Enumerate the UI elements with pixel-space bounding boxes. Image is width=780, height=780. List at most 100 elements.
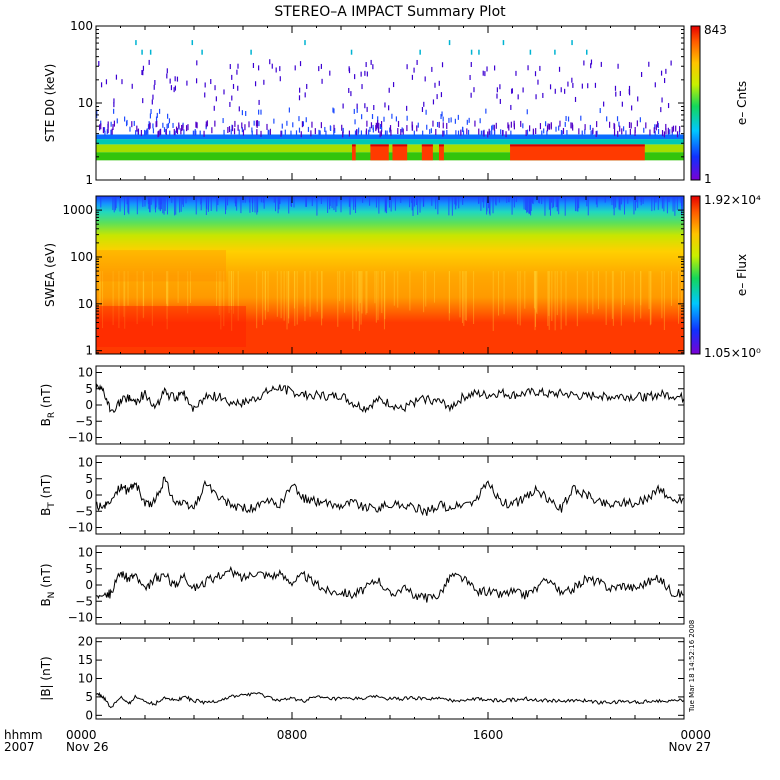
swea-texture (337, 271, 339, 327)
ste-sparse-mark (149, 122, 151, 129)
swea-texture (431, 196, 433, 206)
swea-texture (119, 196, 121, 212)
swea-texture (574, 196, 576, 212)
ste-sparse-mark (584, 129, 586, 135)
ste-sparse-mark (462, 130, 465, 136)
ste-sparse-mark (298, 127, 301, 133)
ste-sparse-mark (223, 129, 225, 135)
ste-sparse-mark (466, 119, 468, 125)
swea-texture (290, 196, 292, 208)
ste-sparse-mark (371, 114, 374, 120)
ste-sparse-mark (378, 122, 380, 129)
swea-texture (296, 271, 298, 325)
ste-sparse-mark (654, 82, 656, 88)
ste-sparse-mark (470, 61, 472, 67)
ste-sparse-mark (348, 87, 350, 93)
swea-texture (390, 196, 392, 212)
ste-sparse-mark (268, 130, 270, 136)
ste-sparse-mark (584, 124, 586, 131)
swea-texture (182, 196, 184, 205)
ste-sparse-mark (384, 102, 386, 108)
ste-sparse-mark (348, 66, 350, 72)
ste-sparse-mark (333, 108, 335, 114)
ste-sparse-mark (176, 128, 179, 135)
ste-sparse-mark (473, 87, 475, 93)
swea-texture (102, 271, 104, 329)
ste-sparse-mark (376, 121, 379, 128)
y-tick-label: 10 (78, 366, 93, 380)
ste-sparse-mark (645, 122, 647, 129)
swea-texture (386, 196, 388, 214)
ste-sparse-mark (169, 130, 171, 136)
y-tick-label: 1000 (62, 203, 93, 217)
ste-sparse-mark (618, 121, 620, 127)
swea-texture (448, 196, 450, 216)
ste-sparse-mark (608, 121, 611, 128)
ste-hot-edge (510, 144, 645, 147)
swea-texture (160, 196, 162, 210)
ste-sparse-mark (388, 105, 390, 111)
swea-texture (587, 196, 589, 216)
ste-sparse-mark (252, 62, 255, 68)
ste-sparse-mark (571, 77, 573, 83)
swea-texture (359, 271, 361, 304)
ste-sparse-mark (541, 130, 543, 136)
ste-sparse-mark (613, 122, 615, 129)
ste-hot-edge (392, 144, 408, 147)
ste-sparse-mark (298, 95, 301, 101)
ste-sparse-mark (366, 120, 368, 127)
swea-texture (316, 271, 318, 312)
swea-texture (397, 271, 399, 308)
ste-sparse-mark (436, 122, 439, 128)
swea-texture (309, 271, 311, 317)
ste-sparse-mark (653, 127, 655, 134)
ste-sparse-mark (548, 123, 551, 130)
ste-sparse-mark (570, 122, 572, 129)
swea-texture (534, 271, 536, 310)
ste-sparse-mark (468, 117, 470, 123)
ste-sparse-mark (558, 66, 561, 72)
ste-sparse-mark (622, 126, 625, 132)
swea-texture (492, 271, 494, 331)
ste-sparse-mark (406, 64, 408, 70)
ste-sparse-mark (121, 79, 123, 85)
ste-sparse-mark (100, 123, 102, 130)
ste-sparse-mark (438, 121, 440, 128)
swea-texture (136, 271, 138, 325)
ste-sparse-mark (290, 130, 292, 136)
swea-texture (661, 271, 663, 319)
y-tick-label: 15 (78, 653, 93, 667)
swea-texture (681, 196, 683, 206)
ste-sparse-mark (318, 129, 320, 135)
panel-bmag: 0 5 10 15 20 |B| (nT) (39, 635, 685, 722)
ste-sparse-mark (426, 124, 428, 130)
swea-texture (352, 271, 354, 329)
ste-sparse-mark (657, 122, 659, 128)
swea-texture (524, 271, 526, 309)
ste-sparse-mark (491, 125, 493, 131)
ste-sparse-mark (174, 76, 176, 82)
swea-texture (454, 196, 456, 205)
ste-sparse-mark (397, 120, 400, 127)
swea-texture (329, 196, 331, 210)
swea-texture (586, 271, 588, 314)
ste-sparse-mark (195, 121, 197, 128)
swea-texture (624, 271, 626, 306)
ste-sparse-mark (402, 128, 404, 135)
ste-sparse-mark (146, 129, 148, 135)
ste-sparse-mark (111, 128, 113, 135)
swea-texture (448, 271, 450, 314)
swea-texture (136, 196, 138, 215)
swea-texture (640, 271, 642, 319)
ste-sparse-mark (574, 96, 577, 102)
ste-sparse-mark (554, 88, 556, 94)
ste-sparse-mark (397, 128, 399, 135)
swea-texture (541, 196, 543, 205)
swea-texture (611, 196, 613, 206)
swea-texture (166, 196, 168, 215)
swea-texture (113, 196, 115, 213)
ste-sparse-mark (370, 122, 373, 129)
swea-texture (576, 271, 578, 327)
swea-texture (409, 196, 411, 208)
ste-sparse-mark (267, 129, 269, 135)
